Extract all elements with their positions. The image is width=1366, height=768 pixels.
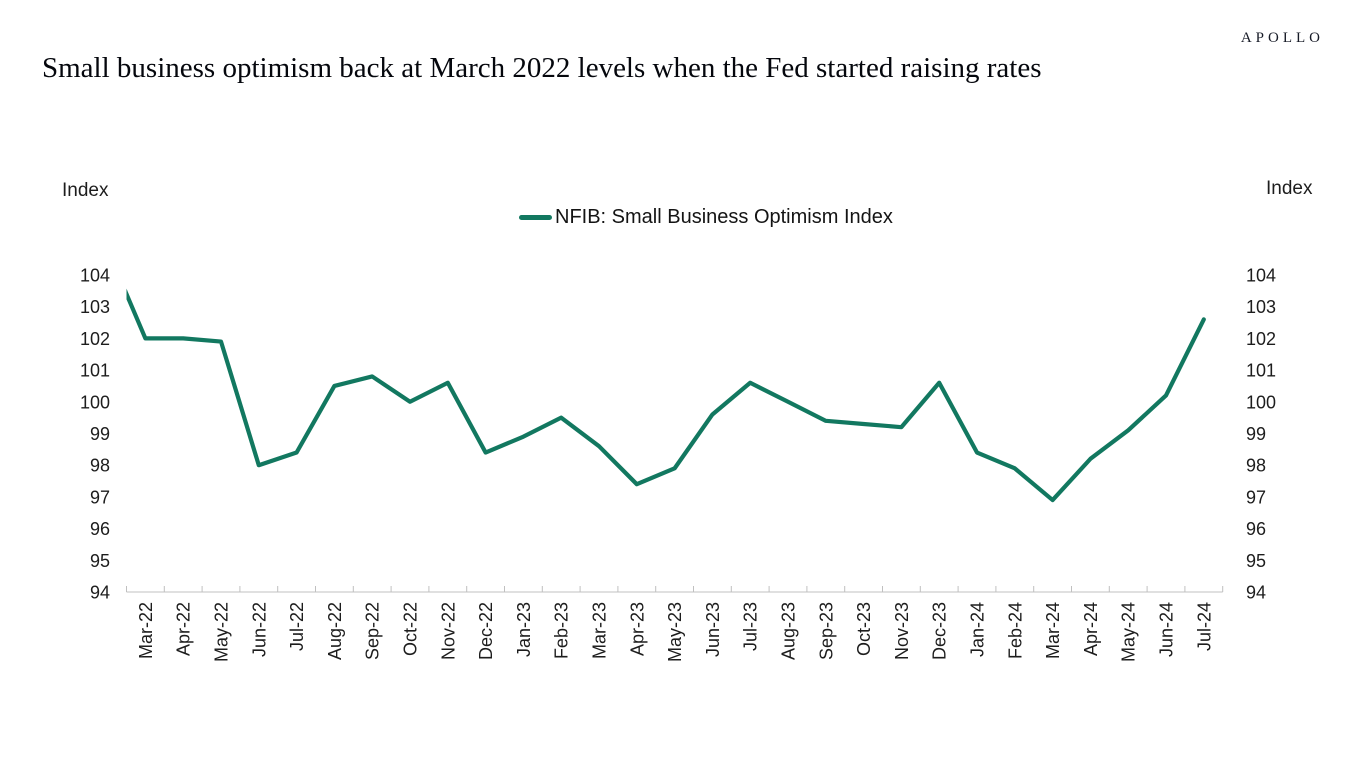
- y-axis-tick-label-right: 102: [1246, 329, 1276, 349]
- x-axis-tick-label: Nov-22: [438, 602, 458, 660]
- x-axis-tick-label: May-23: [665, 602, 685, 662]
- x-axis-tick-label: Apr-23: [627, 602, 647, 656]
- y-axis-tick-label-right: 103: [1246, 297, 1276, 317]
- x-axis-tick-label: Nov-23: [892, 602, 912, 660]
- x-axis-tick-label: Apr-24: [1081, 602, 1101, 656]
- x-axis-tick-label: Aug-22: [325, 602, 345, 660]
- y-axis-tick-label-left: 99: [90, 424, 110, 444]
- x-axis-tick-label: Oct-23: [854, 602, 874, 656]
- y-axis-tick-label-right: 104: [1246, 266, 1276, 286]
- y-axis-tick-label-left: 98: [90, 456, 110, 476]
- y-axis-tick-label-left: 103: [80, 297, 110, 317]
- series-line-nfib: [126, 288, 1206, 503]
- legend: NFIB: Small Business Optimism Index: [519, 206, 893, 229]
- y-axis-tick-label-left: 96: [90, 519, 110, 539]
- y-axis-tick-label-right: 97: [1246, 487, 1266, 507]
- y-axis-tick-label-right: 94: [1246, 583, 1266, 603]
- y-axis-tick-label-left: 95: [90, 551, 110, 571]
- y-axis-tick-label-left: 102: [80, 329, 110, 349]
- x-axis-tick-label: Mar-23: [590, 602, 610, 659]
- y-axis-title-right: Index: [1266, 178, 1313, 199]
- y-axis-tick-label-left: 100: [80, 392, 110, 412]
- x-axis-tick-label: Oct-22: [401, 602, 421, 656]
- x-axis-tick-label: Apr-22: [174, 602, 194, 656]
- y-axis-tick-label-left: 104: [80, 266, 110, 286]
- x-axis-tick-label: Feb-23: [552, 602, 572, 659]
- x-axis-tick-label: May-22: [212, 602, 232, 662]
- x-axis-tick-label: Sep-22: [363, 602, 383, 660]
- y-axis-title-left: Index: [62, 180, 109, 201]
- x-axis-tick-label: Jul-24: [1194, 602, 1214, 651]
- x-axis-tick-label: May-24: [1119, 602, 1139, 662]
- x-axis-tick-label: Jul-22: [287, 602, 307, 651]
- x-axis-tick-label: Sep-23: [816, 602, 836, 660]
- x-axis-tick-label: Dec-22: [476, 602, 496, 660]
- legend-label: NFIB: Small Business Optimism Index: [555, 206, 893, 228]
- apollo-logo: APOLLO: [1240, 30, 1324, 46]
- y-axis-tick-label-left: 94: [90, 583, 110, 603]
- x-axis-tick-label: Jun-22: [249, 602, 269, 657]
- x-axis-tick-label: Jun-24: [1157, 602, 1177, 657]
- x-axis-tick-label: Jul-23: [741, 602, 761, 651]
- legend-line-swatch: [519, 215, 552, 220]
- chart-title: Small business optimism back at March 20…: [42, 52, 1042, 84]
- y-axis-tick-label-right: 100: [1246, 392, 1276, 412]
- y-axis-tick-label-right: 101: [1246, 361, 1276, 381]
- x-axis-tick-label: Jan-24: [968, 602, 988, 657]
- y-axis-tick-label-right: 96: [1246, 519, 1266, 539]
- y-axis-tick-label-right: 95: [1246, 551, 1266, 571]
- x-axis-tick-label: Mar-22: [136, 602, 156, 659]
- y-axis-tick-label-right: 99: [1246, 424, 1266, 444]
- x-axis-tick-label: Feb-24: [1005, 602, 1025, 659]
- x-axis-tick-label: Dec-23: [930, 602, 950, 660]
- x-axis-tick-label: Aug-23: [779, 602, 799, 660]
- x-axis-tick-label: Jun-23: [703, 602, 723, 657]
- y-axis-tick-label-left: 97: [90, 487, 110, 507]
- y-axis-tick-label-left: 101: [80, 361, 110, 381]
- y-axis-tick-label-right: 98: [1246, 456, 1266, 476]
- x-axis-tick-label: Mar-24: [1043, 602, 1063, 659]
- x-axis-tick-label: Jan-23: [514, 602, 534, 657]
